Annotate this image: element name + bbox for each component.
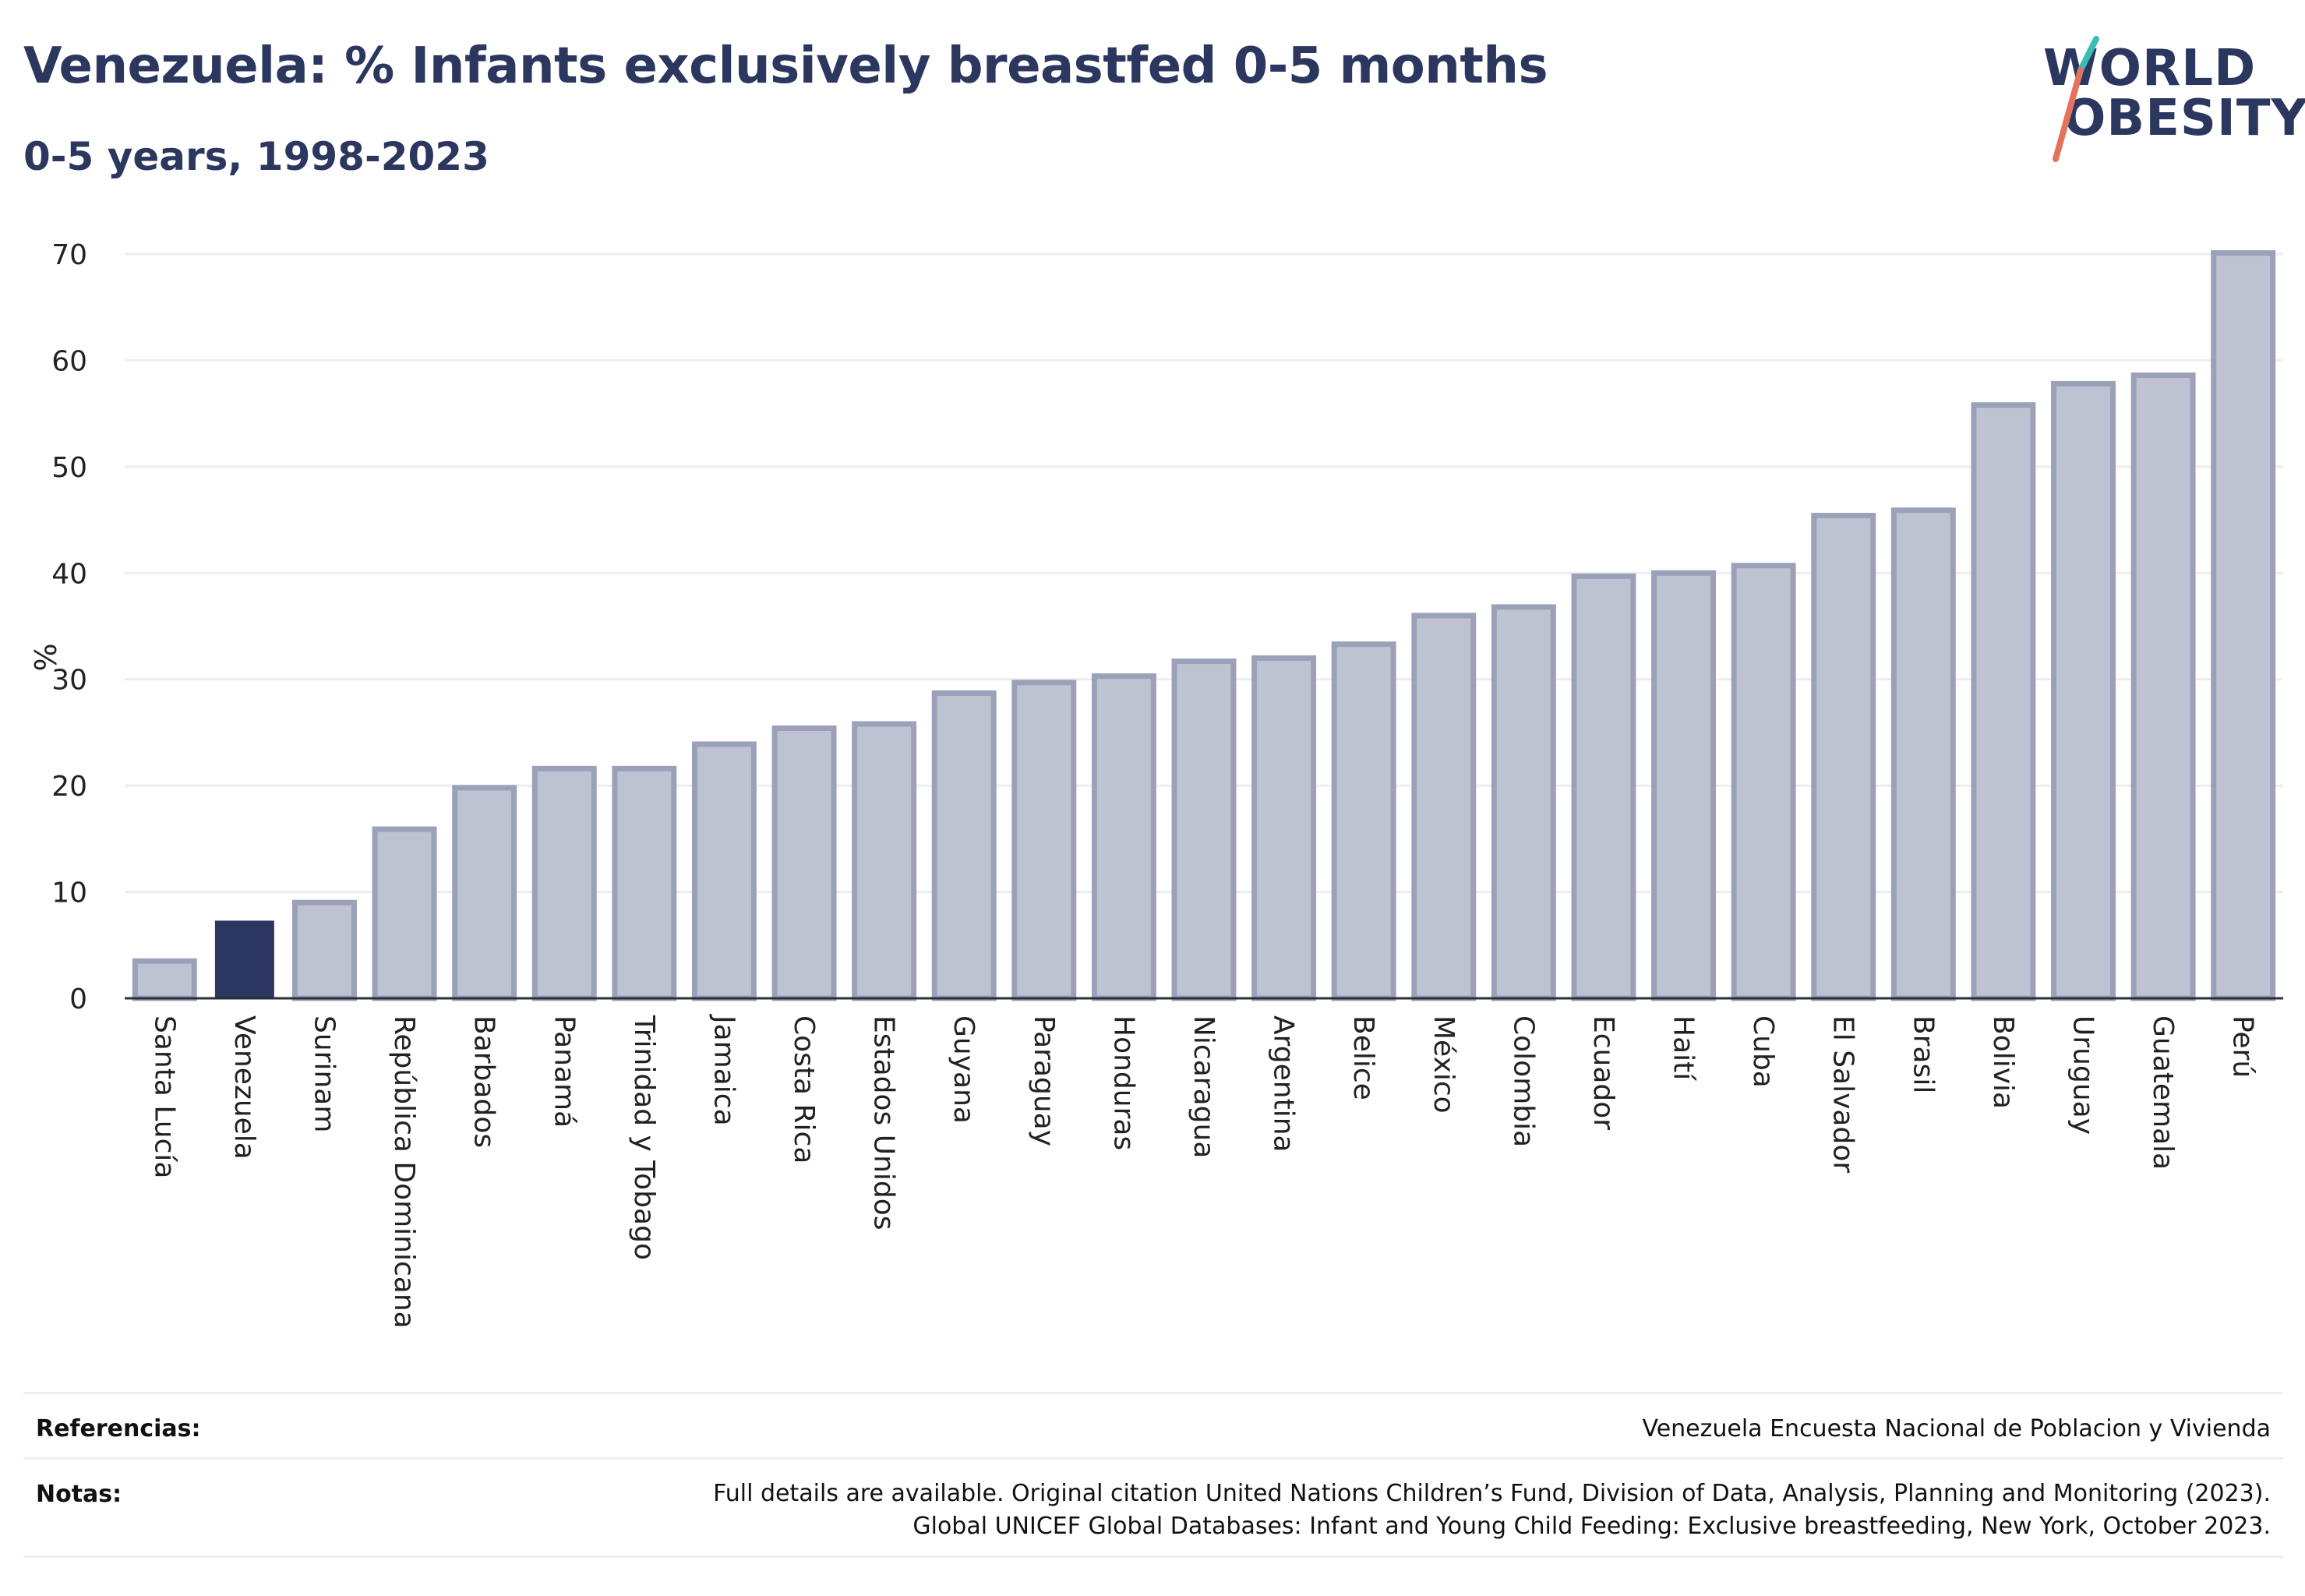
x-tick-label: Jamaica <box>708 1014 740 1126</box>
x-tick-label: Estados Unidos <box>868 1015 900 1231</box>
y-tick-label: 0 <box>69 983 87 1015</box>
x-tick-label: Nicaragua <box>1188 1015 1220 1158</box>
y-tick-label: 50 <box>51 452 87 484</box>
logo-slash-icon <box>2053 36 2099 162</box>
bar <box>452 785 517 1001</box>
bar <box>1091 673 1156 1001</box>
bar <box>852 721 917 1001</box>
x-tick-label: Venezuela <box>228 1015 260 1160</box>
footer-divider-bottom <box>23 1555 2283 1558</box>
y-tick-label: 20 <box>51 771 87 803</box>
x-tick-label: Bolivia <box>1987 1015 2019 1109</box>
bar <box>372 826 437 1001</box>
bar <box>1571 573 1636 1001</box>
x-tick-label: Panamá <box>548 1015 580 1128</box>
notes-text: Full details are available. Original cit… <box>713 1478 2271 1543</box>
bar-chart: 0 10 20 30 40 50 60 70% Santa Lucía Venezuela Suri… <box>29 239 2283 1329</box>
x-tick-label: Uruguay <box>2067 1015 2099 1135</box>
x-tick-label: Perú <box>2227 1015 2259 1078</box>
bar <box>531 765 597 1001</box>
bar <box>1890 507 1956 1001</box>
x-tick-label: El Salvador <box>1827 1015 1859 1173</box>
y-tick-label: 30 <box>51 665 87 697</box>
notes-line-2: Global UNICEF Global Databases: Infant a… <box>912 1513 2271 1540</box>
bar <box>214 920 274 998</box>
bar <box>1171 659 1237 1001</box>
logo-line-2: OBESITY <box>2063 90 2305 147</box>
x-tick-label: Honduras <box>1107 1015 1139 1150</box>
x-tick-label: Argentina <box>1268 1015 1300 1153</box>
x-tick-label: Surinam <box>308 1015 340 1132</box>
x-tick-label: Cuba <box>1747 1015 1779 1088</box>
bar <box>1731 563 1796 1001</box>
footer-divider-top <box>23 1392 2283 1394</box>
notes-line-1: Full details are available. Original cit… <box>713 1480 2271 1507</box>
x-tick-label: Belice <box>1347 1015 1379 1100</box>
bar <box>691 741 757 1001</box>
bar <box>1651 570 1717 1001</box>
x-tick-label: República Dominicana <box>388 1015 420 1329</box>
references-text: Venezuela Encuesta Nacional de Poblacion… <box>1642 1415 2271 1442</box>
bar <box>2051 380 2116 1001</box>
y-axis-label: % <box>29 643 63 671</box>
x-tick-label: Santa Lucía <box>148 1015 180 1178</box>
bar <box>931 690 997 1001</box>
x-tick-label: México <box>1428 1015 1460 1114</box>
y-tick-label: 40 <box>51 558 87 590</box>
x-tick-label: Barbados <box>468 1015 500 1148</box>
chart-title: Venezuela: % Infants exclusively breastf… <box>23 37 1548 95</box>
bar <box>1491 604 1556 1001</box>
x-tick-label: Ecuador <box>1587 1015 1619 1130</box>
x-tick-label: Haití <box>1668 1015 1700 1081</box>
references-label: Referencias: <box>36 1415 201 1442</box>
x-tick-label: Brasil <box>1907 1015 1939 1093</box>
y-tick-label: 70 <box>51 239 87 271</box>
x-tick-label: Guyana <box>948 1015 980 1124</box>
bar <box>1971 402 2036 1001</box>
x-tick-label: Paraguay <box>1028 1015 1060 1146</box>
footer-divider-middle <box>23 1457 2283 1460</box>
bar <box>612 765 677 1001</box>
x-tick-label: Costa Rica <box>788 1015 820 1163</box>
x-tick-label: Colombia <box>1507 1015 1539 1147</box>
world-obesity-logo: WORLD OBESITY <box>2034 22 2305 170</box>
notes-label: Notas: <box>36 1481 122 1508</box>
y-tick-label: 60 <box>51 345 87 377</box>
bar <box>1411 613 1477 1001</box>
bar <box>771 725 837 1001</box>
x-tick-label: Trinidad y Tobago <box>628 1015 660 1260</box>
bar <box>132 958 197 1001</box>
bar <box>1331 641 1396 1001</box>
bar <box>1811 513 1876 1001</box>
bar <box>1251 655 1317 1001</box>
chart-subtitle: 0-5 years, 1998-2023 <box>23 134 489 179</box>
bar <box>2211 250 2276 1001</box>
y-tick-label: 10 <box>51 877 87 909</box>
bar <box>2130 373 2196 1001</box>
bar <box>1011 680 1077 1001</box>
bar <box>292 899 357 1001</box>
x-tick-label: Guatemala <box>2147 1015 2179 1170</box>
